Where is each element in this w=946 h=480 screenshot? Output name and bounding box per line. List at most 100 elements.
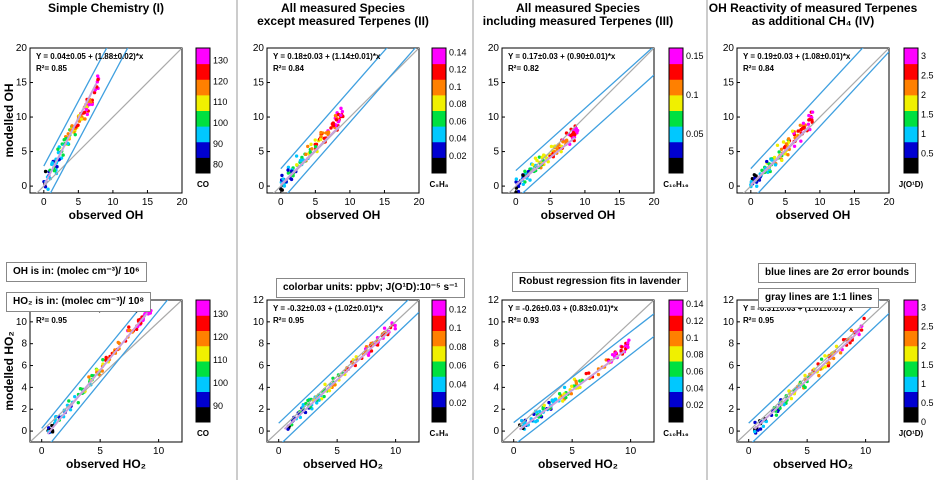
data-point-7-14 bbox=[819, 357, 824, 361]
colorbar-tick-label-2-2: 0.15 bbox=[686, 51, 704, 61]
colorbar-band-3-5 bbox=[904, 79, 918, 96]
x-tick-label-6-1: 5 bbox=[569, 446, 575, 457]
plot-frame-2 bbox=[501, 47, 655, 194]
data-point-1-96 bbox=[334, 118, 339, 122]
error-bound-line-5-0 bbox=[281, 311, 419, 442]
y-tick-label-1-4: 20 bbox=[253, 43, 265, 54]
data-point-0-75 bbox=[79, 117, 84, 121]
data-point-0-91 bbox=[56, 150, 61, 155]
data-point-6-81 bbox=[619, 348, 623, 353]
data-point-6-31 bbox=[584, 371, 588, 376]
colorbar-tick-label-5-4: 0.1 bbox=[449, 323, 462, 333]
y-tick-label-5-6: 12 bbox=[253, 295, 265, 306]
colorbar-band-1-7 bbox=[432, 48, 446, 65]
data-point-4-74 bbox=[67, 399, 71, 403]
data-point-5-107 bbox=[286, 427, 290, 431]
colorbar-tick-label-6-4: 0.1 bbox=[686, 333, 699, 343]
colorbar-band-2-4 bbox=[669, 94, 683, 111]
colorbar-tick-label-0-3: 110 bbox=[213, 97, 227, 107]
error-bound-line-1-0 bbox=[286, 48, 416, 193]
y-tick-label-1-3: 15 bbox=[253, 78, 265, 89]
x-tick-label-3-3: 15 bbox=[849, 197, 861, 208]
data-point-6-108 bbox=[569, 392, 574, 396]
data-point-7-35 bbox=[826, 363, 831, 368]
data-point-0-107 bbox=[87, 102, 92, 107]
colorbar-band-7-5 bbox=[904, 330, 918, 347]
data-point-0-108 bbox=[84, 107, 89, 112]
data-point-0-32 bbox=[46, 187, 50, 191]
colorbar-tick-label-1-6: 0.14 bbox=[449, 47, 467, 57]
data-point-0-106 bbox=[50, 161, 54, 165]
data-point-2-95 bbox=[521, 173, 525, 177]
data-point-6-91 bbox=[541, 406, 545, 411]
colorbar-band-1-2 bbox=[432, 126, 446, 143]
y-tick-label-0-4: 20 bbox=[16, 43, 28, 54]
y-tick-label-4-1: 2 bbox=[21, 404, 27, 415]
data-point-1-59 bbox=[286, 165, 291, 170]
x-tick-label-3-0: 0 bbox=[748, 197, 754, 208]
error-bound-line-0-0 bbox=[49, 48, 129, 193]
x-tick-label-0-4: 20 bbox=[176, 197, 188, 208]
data-point-5-102 bbox=[306, 398, 310, 403]
plot-frame-5 bbox=[266, 299, 420, 443]
y-axis-label-0: modelled OH bbox=[2, 83, 16, 157]
data-point-6-30 bbox=[627, 338, 631, 342]
x-tick-label-7-1: 5 bbox=[804, 446, 810, 457]
data-point-3-106 bbox=[775, 143, 780, 147]
data-point-3-94 bbox=[790, 129, 795, 133]
data-point-1-100 bbox=[279, 187, 283, 191]
data-point-4-104 bbox=[87, 375, 91, 379]
colorbar-tick-label-5-1: 0.04 bbox=[449, 379, 467, 389]
colorbar-tick-label-4-3: 120 bbox=[213, 332, 228, 342]
y-tick-label-3-0: 0 bbox=[728, 181, 734, 192]
x-tick-label-1-2: 10 bbox=[344, 197, 356, 208]
colorbar-tick-label-7-1: 0.5 bbox=[921, 398, 934, 408]
y-tick-label-4-4: 8 bbox=[21, 339, 27, 350]
data-point-7-6 bbox=[761, 424, 766, 429]
y-tick-label-5-1: 2 bbox=[258, 404, 264, 415]
error-bound-line-0-1 bbox=[43, 48, 108, 167]
colorbar-band-4-0 bbox=[196, 406, 210, 423]
x-tick-label-2-1: 5 bbox=[548, 197, 554, 208]
x-tick-label-3-1: 5 bbox=[783, 197, 789, 208]
data-point-3-54 bbox=[782, 145, 787, 150]
data-point-3-32 bbox=[779, 147, 784, 151]
x-tick-label-0-2: 10 bbox=[107, 197, 119, 208]
x-tick-label-1-3: 15 bbox=[379, 197, 391, 208]
colorbar-tick-label-3-1: 1 bbox=[921, 129, 926, 139]
panel-title-3-1: as additional CH₄ (IV) bbox=[752, 14, 874, 28]
data-point-1-27 bbox=[280, 173, 284, 178]
x-tick-label-0-0: 0 bbox=[41, 197, 47, 208]
error-bound-line-6-1 bbox=[513, 313, 654, 424]
panel-title-0-0: Simple Chemistry (I) bbox=[48, 1, 164, 15]
x-tick-label-1-0: 0 bbox=[278, 197, 284, 208]
colorbar-label-5: C₅H₈ bbox=[430, 429, 449, 438]
colorbar-tick-label-7-6: 3 bbox=[921, 303, 926, 313]
r-squared-2: R²= 0.82 bbox=[508, 64, 539, 73]
data-point-7-106 bbox=[859, 328, 864, 332]
colorbar-tick-label-1-3: 0.08 bbox=[449, 99, 467, 109]
colorbar-band-6-1 bbox=[669, 391, 683, 408]
colorbar-band-7-0 bbox=[904, 406, 918, 423]
colorbar-tick-label-3-4: 2.5 bbox=[921, 70, 934, 80]
fit-equation-0: Y = 0.04±0.05 + (1.88±0.02)*x bbox=[36, 52, 144, 61]
colorbar-tick-label-7-5: 2.5 bbox=[921, 322, 934, 332]
data-point-0-58 bbox=[43, 169, 48, 174]
data-point-3-93 bbox=[760, 168, 764, 173]
robust-fit-line-4 bbox=[46, 312, 148, 435]
colorbar-band-6-4 bbox=[669, 345, 683, 362]
data-point-3-22 bbox=[777, 150, 781, 154]
colorbar-frame-6 bbox=[668, 299, 684, 423]
colorbar-tick-label-4-0: 90 bbox=[213, 401, 223, 411]
x-tick-label-4-0: 0 bbox=[39, 446, 45, 457]
colorbar-tick-label-6-6: 0.14 bbox=[686, 299, 704, 309]
x-tick-label-2-3: 15 bbox=[614, 197, 626, 208]
data-point-5-49 bbox=[315, 401, 319, 405]
colorbar-band-3-2 bbox=[904, 126, 918, 143]
data-point-4-59 bbox=[68, 408, 73, 412]
colorbar-tick-label-1-4: 0.1 bbox=[449, 82, 462, 92]
data-point-2-13 bbox=[537, 155, 542, 159]
colorbar-tick-label-4-2: 110 bbox=[213, 355, 227, 365]
data-point-3-79 bbox=[752, 173, 757, 177]
panel-title-2-0: All measured Species bbox=[516, 1, 640, 15]
